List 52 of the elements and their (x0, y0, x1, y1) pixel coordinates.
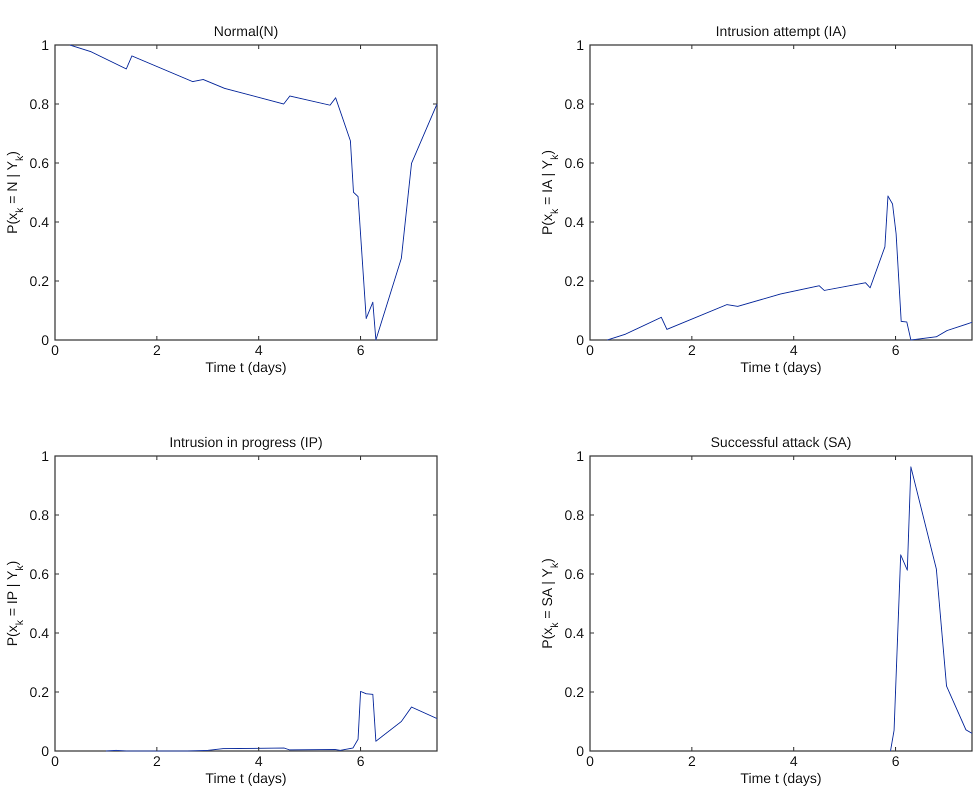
x-tick-label: 4 (254, 342, 263, 358)
x-tick-label: 0 (51, 753, 60, 769)
y-tick-label: 0.2 (564, 684, 584, 700)
x-axis-title: Time t (days) (205, 359, 287, 375)
x-tick-label: 2 (152, 753, 161, 769)
y-tick-label: 0.2 (564, 273, 584, 289)
x-axis-title: Time t (days) (740, 359, 822, 375)
y-tick-label: 0.6 (30, 566, 50, 582)
y-tick-label: 1 (576, 448, 584, 464)
y-tick-label: 0.8 (564, 507, 584, 523)
y-tick-label: 0.2 (30, 273, 50, 289)
y-tick-label: 0 (41, 332, 50, 348)
x-tick-label: 2 (152, 342, 161, 358)
x-tick-label: 4 (790, 342, 798, 358)
x-tick-label: 2 (688, 753, 696, 769)
y-tick-label: 1 (576, 37, 584, 53)
line-series (890, 466, 972, 752)
y-tick-label: 0.6 (564, 155, 584, 171)
chart-title: Intrusion attempt (IA) (716, 23, 846, 39)
line-series (105, 690, 438, 752)
chart-title: Normal(N) (214, 23, 278, 39)
chart-title: Intrusion in progress (IP) (169, 434, 323, 450)
y-tick-label: 1 (41, 37, 50, 53)
y-tick-label: 0.4 (564, 214, 584, 230)
x-axis-title: Time t (days) (740, 770, 822, 786)
x-tick-label: 2 (688, 342, 696, 358)
y-tick-label: 0.8 (30, 96, 50, 112)
x-tick-label: 0 (51, 342, 60, 358)
line-series (69, 44, 438, 340)
y-tick-label: 0.8 (30, 507, 50, 523)
chart-title: Successful attack (SA) (710, 434, 852, 450)
x-tick-label: 0 (586, 753, 594, 769)
y-tick-label: 1 (41, 448, 50, 464)
x-tick-label: 6 (892, 342, 900, 358)
line-series (606, 196, 972, 340)
x-tick-label: 0 (586, 342, 594, 358)
y-tick-label: 0.2 (30, 684, 50, 700)
x-tick-label: 6 (356, 753, 365, 769)
y-tick-label: 0 (576, 332, 584, 348)
y-tick-label: 0.8 (564, 96, 584, 112)
y-tick-label: 0.6 (30, 155, 50, 171)
x-tick-label: 6 (892, 753, 900, 769)
x-tick-label: 4 (790, 753, 798, 769)
x-tick-label: 4 (254, 753, 263, 769)
x-axis-title: Time t (days) (205, 770, 287, 786)
y-tick-label: 0 (41, 743, 50, 759)
y-tick-label: 0.6 (564, 566, 584, 582)
x-tick-label: 6 (356, 342, 365, 358)
y-tick-label: 0 (576, 743, 584, 759)
y-tick-label: 0.4 (30, 625, 50, 641)
y-tick-label: 0.4 (30, 214, 50, 230)
y-tick-label: 0.4 (564, 625, 584, 641)
